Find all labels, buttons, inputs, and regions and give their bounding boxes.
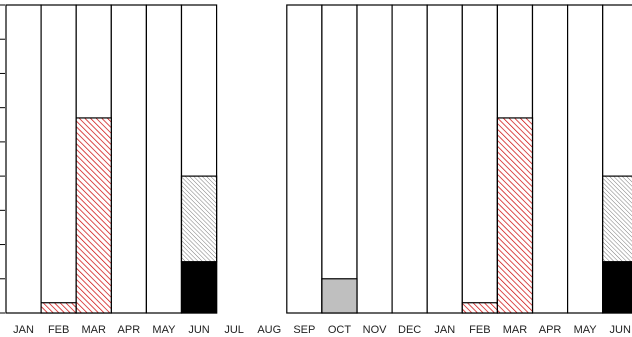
bar-column-11	[356, 4, 393, 314]
bar-segment-solid-black	[602, 261, 632, 314]
x-tick-label: MAR	[82, 324, 107, 336]
x-tick-label: FEB	[48, 324, 69, 336]
bar-column-5	[145, 4, 183, 314]
bar-column-2	[40, 4, 77, 314]
x-axis-labels: JAN FEB MAR APR MAY JUN JUL AUG SEP OCT NOV DEC JAN F…	[13, 324, 631, 336]
bar-segment-red-hatch	[496, 117, 534, 314]
x-tick-label: JUN	[610, 324, 631, 336]
bar-column-4	[110, 4, 148, 314]
x-tick-label: AUG	[257, 324, 281, 336]
bar-segment-solid-black	[180, 261, 218, 314]
bar-column-13	[426, 4, 463, 314]
bar-column-1	[5, 4, 42, 314]
x-tick-label: MAY	[152, 324, 176, 336]
bar-column-10	[321, 4, 358, 314]
bar-segment-red-hatch	[40, 302, 77, 314]
x-tick-label: MAR	[503, 324, 528, 336]
x-tick-label: JUN	[188, 324, 209, 336]
x-tick-label: JAN	[13, 324, 34, 336]
bar-segment-grey-hatch	[602, 175, 632, 263]
bar-column-9	[286, 4, 323, 314]
bar-segment-grey-hatch	[180, 175, 218, 263]
bar-segments	[40, 117, 632, 314]
bar-segment-solid-grey	[321, 278, 358, 314]
bar-column-12	[391, 4, 428, 314]
x-tick-label: MAY	[574, 324, 598, 336]
bar-column-16	[531, 4, 569, 314]
bar-segment-red-hatch	[461, 302, 498, 314]
x-tick-label: OCT	[328, 324, 352, 336]
x-tick-label: JUL	[224, 324, 244, 336]
x-tick-label: NOV	[363, 324, 388, 336]
x-tick-label: APR	[539, 324, 562, 336]
x-tick-label: SEP	[293, 324, 315, 336]
bar-column-14	[461, 4, 498, 314]
x-tick-label: JAN	[434, 324, 455, 336]
x-tick-label: FEB	[469, 324, 490, 336]
y-axis	[0, 4, 5, 314]
x-tick-label: APR	[118, 324, 141, 336]
bar-column-17	[566, 4, 604, 314]
bar-segment-red-hatch	[75, 117, 112, 314]
x-tick-label: DEC	[398, 324, 421, 336]
